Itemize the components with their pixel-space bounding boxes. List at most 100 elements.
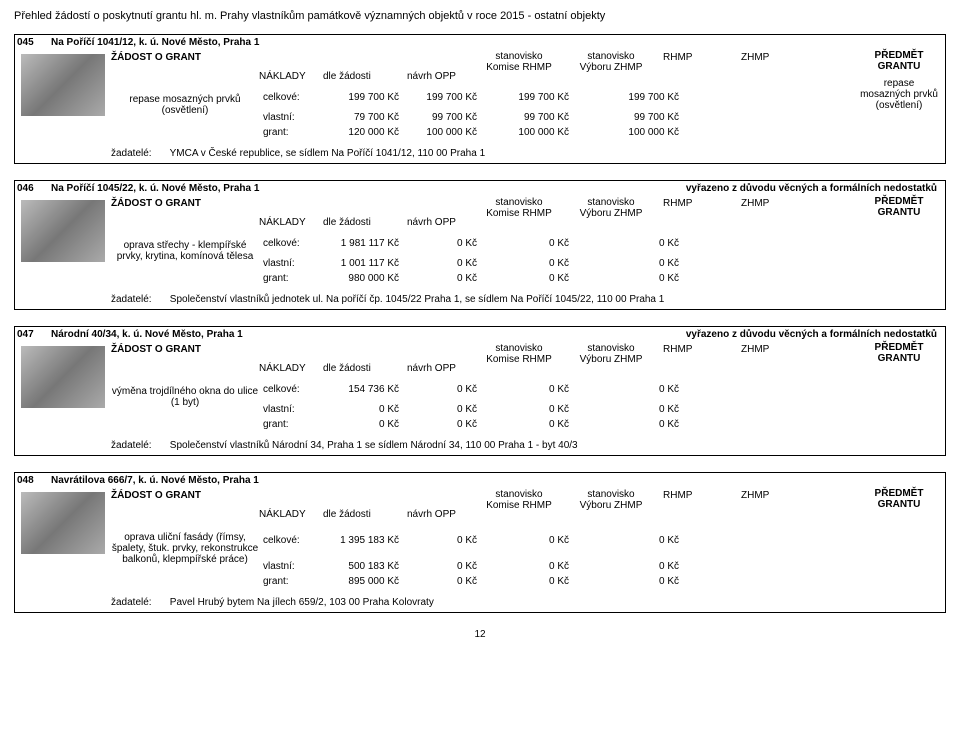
entry-number: 048 (15, 475, 51, 486)
entry-number: 047 (15, 329, 51, 340)
cell-value: 0 Kč (399, 258, 477, 269)
col-header-zhmp: ZHMP (741, 198, 819, 219)
col-header-komise: stanoviskoKomise RHMP (473, 344, 565, 365)
applicant-row: žadatelé: Společenství vlastníků Národní… (15, 438, 945, 455)
section-title-predmet: PŘEDMĚT GRANTU (859, 50, 939, 72)
grant-subject: repase mosazných prvků (osvětlení) (859, 78, 939, 111)
cell-value: 199 700 Kč (587, 92, 697, 103)
entry-reject-reason (937, 475, 945, 486)
cell-value: 0 Kč (399, 419, 477, 430)
cell-value: 0 Kč (477, 576, 587, 587)
cell-value: 500 183 Kč (321, 561, 399, 572)
cell-value: 0 Kč (477, 384, 587, 395)
applicant-row: žadatelé: Společenství vlastníků jednote… (15, 292, 945, 309)
applicant-label: žadatelé: (111, 294, 167, 305)
col-header-dle-zadosti: dle žádosti (317, 363, 401, 374)
building-thumbnail (21, 54, 105, 116)
entry-number: 045 (15, 37, 51, 48)
cost-row-celkove: oprava uliční fasády (římsy, špalety, št… (111, 522, 853, 559)
cell-value: 120 000 Kč (321, 127, 399, 138)
col-header-zhmp: ZHMP (741, 490, 819, 511)
cost-row-celkove: repase mosazných prvků (osvětlení) celko… (111, 84, 853, 110)
page-number: 12 (14, 629, 946, 640)
cell-value: 154 736 Kč (321, 384, 399, 395)
cell-value: 0 Kč (587, 258, 697, 269)
col-header-komise: stanoviskoKomise RHMP (473, 198, 565, 219)
col-header-komise: stanoviskoKomise RHMP (473, 490, 565, 511)
cell-value: 99 700 Kč (587, 112, 697, 123)
row-label: vlastní: (263, 112, 321, 123)
cell-value: 0 Kč (477, 419, 587, 430)
col-header-rhmp: RHMP (657, 198, 741, 219)
cell-value: 0 Kč (321, 404, 399, 415)
applicant-row: žadatelé: Pavel Hrubý bytem Na jílech 65… (15, 595, 945, 612)
section-title-predmet: PŘEDMĚT GRANTU (859, 342, 939, 364)
cell-value: 980 000 Kč (321, 273, 399, 284)
col-header-naklady: NÁKLADY (259, 509, 317, 520)
cell-value: 0 Kč (587, 561, 697, 572)
row-label: grant: (263, 576, 321, 587)
cell-value: 1 981 117 Kč (321, 238, 399, 249)
cell-value: 99 700 Kč (477, 112, 587, 123)
col-header-dle-zadosti: dle žádosti (317, 71, 401, 82)
col-header-dle-zadosti: dle žádosti (317, 509, 401, 520)
applicant-text: Pavel Hrubý bytem Na jílech 659/2, 103 0… (170, 597, 434, 608)
cell-value: 0 Kč (587, 404, 697, 415)
cell-value: 100 000 Kč (587, 127, 697, 138)
row-label: vlastní: (263, 561, 321, 572)
cell-value: 0 Kč (587, 273, 697, 284)
section-title-zadost: ŽÁDOST O GRANT (111, 344, 259, 365)
col-header-naklady: NÁKLADY (259, 363, 317, 374)
grant-entry: 046 Na Poříčí 1045/22, k. ú. Nové Město,… (14, 180, 946, 310)
entry-address: Národní 40/34, k. ú. Nové Město, Praha 1 (51, 329, 686, 340)
row-label: vlastní: (263, 258, 321, 269)
cell-value: 0 Kč (477, 535, 587, 546)
entry-address: Na Poříčí 1041/12, k. ú. Nové Město, Pra… (51, 37, 937, 48)
row-label: grant: (263, 127, 321, 138)
col-header-vyboru: stanoviskoVýboru ZHMP (565, 52, 657, 73)
building-thumbnail (21, 492, 105, 554)
cell-value: 0 Kč (399, 561, 477, 572)
cell-value: 0 Kč (399, 535, 477, 546)
col-header-komise: stanoviskoKomise RHMP (473, 52, 565, 73)
cell-value: 1 001 117 Kč (321, 258, 399, 269)
col-header-vyboru: stanoviskoVýboru ZHMP (565, 198, 657, 219)
entry-description: oprava uliční fasády (římsy, špalety, št… (111, 532, 263, 565)
cell-value: 0 Kč (477, 404, 587, 415)
cell-value: 199 700 Kč (477, 92, 587, 103)
cell-value: 0 Kč (477, 258, 587, 269)
cell-value: 199 700 Kč (321, 92, 399, 103)
section-title-zadost: ŽÁDOST O GRANT (111, 490, 259, 511)
entry-reject-reason: vyřazeno z důvodu věcných a formálních n… (686, 329, 945, 340)
cell-value: 0 Kč (587, 576, 697, 587)
cell-value: 0 Kč (587, 419, 697, 430)
page-title: Přehled žádostí o poskytnutí grantu hl. … (14, 10, 946, 22)
cost-row-grant: grant: 0 Kč 0 Kč 0 Kč 0 Kč (111, 417, 853, 432)
col-header-navrh-opp: návrh OPP (401, 71, 485, 82)
col-header-zhmp: ZHMP (741, 52, 819, 73)
entry-reject-reason (937, 37, 945, 48)
entry-number: 046 (15, 183, 51, 194)
cell-value: 0 Kč (477, 273, 587, 284)
applicant-label: žadatelé: (111, 148, 167, 159)
cell-value: 0 Kč (587, 535, 697, 546)
cost-row-celkove: výměna trojdílného okna do ulice (1 byt)… (111, 376, 853, 402)
cell-value: 1 395 183 Kč (321, 535, 399, 546)
row-label: celkové: (263, 535, 321, 546)
cost-row-grant: grant: 895 000 Kč 0 Kč 0 Kč 0 Kč (111, 574, 853, 589)
cell-value: 0 Kč (399, 576, 477, 587)
row-label: celkové: (263, 384, 321, 395)
entry-reject-reason: vyřazeno z důvodu věcných a formálních n… (686, 183, 945, 194)
entry-description: repase mosazných prvků (osvětlení) (111, 94, 263, 116)
applicant-text: YMCA v České republice, se sídlem Na Poř… (170, 148, 486, 159)
building-thumbnail (21, 200, 105, 262)
row-label: grant: (263, 419, 321, 430)
applicant-text: Společenství vlastníků Národní 34, Praha… (170, 440, 578, 451)
cell-value: 0 Kč (477, 238, 587, 249)
building-thumbnail (21, 346, 105, 408)
cell-value: 100 000 Kč (477, 127, 587, 138)
col-header-dle-zadosti: dle žádosti (317, 217, 401, 228)
col-header-naklady: NÁKLADY (259, 217, 317, 228)
col-header-zhmp: ZHMP (741, 344, 819, 365)
row-label: grant: (263, 273, 321, 284)
